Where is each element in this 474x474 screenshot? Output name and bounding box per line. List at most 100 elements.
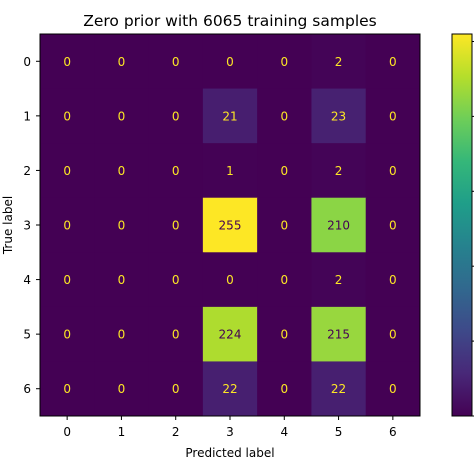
heatmap-cell — [311, 361, 367, 417]
cell-value-label: 0 — [389, 219, 397, 233]
cell-value-label: 0 — [63, 109, 71, 123]
cell-value-label: 0 — [280, 55, 288, 69]
cell-value-label: 22 — [331, 382, 346, 396]
heatmap-cell — [94, 306, 150, 362]
cell-value-label: 0 — [172, 55, 180, 69]
heatmap-cell — [257, 197, 312, 253]
heatmap-cell — [148, 252, 204, 308]
heatmap-cell — [311, 143, 367, 199]
cell-value-label: 0 — [118, 164, 126, 178]
cell-value-label: 0 — [172, 219, 180, 233]
heatmap-cell — [365, 34, 421, 90]
heatmap-cell — [311, 88, 367, 144]
cell-value-label: 0 — [118, 382, 126, 396]
cell-value-label: 0 — [389, 109, 397, 123]
cell-value-label: 0 — [280, 164, 288, 178]
heatmap-cell — [202, 143, 258, 199]
cell-value-label: 0 — [172, 382, 180, 396]
colorbar — [451, 33, 473, 417]
heatmap-cell — [257, 361, 312, 417]
heatmap-cell — [311, 252, 367, 308]
cell-value-label: 0 — [118, 328, 126, 342]
cell-value-label: 0 — [389, 55, 397, 69]
cell-value-label: 0 — [172, 109, 180, 123]
x-tick-label: 6 — [389, 425, 397, 439]
cell-value-label: 1 — [226, 164, 234, 178]
heatmap-cell — [40, 197, 95, 253]
y-tick-label: 0 — [23, 55, 31, 69]
cell-value-label: 21 — [222, 109, 237, 123]
heatmap-cell — [257, 88, 312, 144]
x-tick-label: 4 — [280, 425, 288, 439]
cell-value-label: 255 — [219, 219, 242, 233]
cell-value-label: 0 — [280, 219, 288, 233]
cell-value-label: 0 — [63, 382, 71, 396]
heatmap-cell — [257, 143, 312, 199]
cell-value-label: 0 — [389, 328, 397, 342]
heatmap-cell — [311, 197, 367, 253]
heatmap-cell — [257, 34, 312, 90]
heatmap-cell — [148, 143, 204, 199]
cell-value-label: 0 — [226, 273, 234, 287]
heatmap-cell — [202, 197, 258, 253]
cell-value-label: 22 — [222, 382, 237, 396]
heatmap-cell — [202, 252, 258, 308]
heatmap-cell — [311, 306, 367, 362]
cell-value-label: 0 — [280, 109, 288, 123]
heatmap-cell — [365, 252, 421, 308]
x-tick-label: 1 — [118, 425, 126, 439]
heatmap-cell — [202, 88, 258, 144]
chart-title: Zero prior with 6065 training samples — [83, 12, 377, 30]
cell-value-label: 0 — [280, 273, 288, 287]
y-axis-label: True label — [1, 196, 15, 255]
y-tick-label: 4 — [23, 273, 31, 287]
heatmap-cell — [365, 88, 421, 144]
heatmap-cell — [94, 361, 150, 417]
heatmap-cell — [40, 143, 95, 199]
heatmap-cell — [148, 197, 204, 253]
heatmap-cell — [148, 88, 204, 144]
cell-value-label: 0 — [118, 273, 126, 287]
heatmap-cell — [202, 361, 258, 417]
heatmap-cell — [94, 88, 150, 144]
heatmap-cell — [257, 306, 312, 362]
x-tick-label: 5 — [335, 425, 343, 439]
cell-value-label: 23 — [331, 109, 346, 123]
cell-value-label: 0 — [63, 328, 71, 342]
heatmap-cell — [311, 34, 367, 90]
cell-value-label: 2 — [335, 273, 343, 287]
cell-value-label: 0 — [389, 164, 397, 178]
y-axis-ticks: 0 1 2 3 4 5 6 — [23, 55, 40, 396]
heatmap-cell — [94, 34, 150, 90]
heatmap-cell — [365, 361, 421, 417]
cell-value-label: 0 — [63, 55, 71, 69]
heatmap-cell-labels: 0 0 0 0 0 2 00 0 0 21 0 23 00 0 0 1 0 2 00 0 0 255 0 210 00 0 0 0 0 2… — [63, 55, 396, 396]
heatmap-cell — [257, 252, 312, 308]
cell-value-label: 0 — [280, 328, 288, 342]
cell-value-label: 0 — [118, 219, 126, 233]
heatmap-cell — [40, 34, 95, 90]
y-tick-label: 1 — [23, 109, 31, 123]
y-tick-label: 6 — [23, 382, 31, 396]
cell-value-label: 0 — [172, 273, 180, 287]
cell-value-label: 0 — [63, 273, 71, 287]
heatmap-cell — [202, 306, 258, 362]
cell-value-label: 2 — [335, 55, 343, 69]
y-tick-label: 3 — [23, 219, 31, 233]
cell-value-label: 0 — [226, 55, 234, 69]
heatmap-cells — [40, 34, 421, 417]
cell-value-label: 210 — [327, 219, 350, 233]
heatmap-cell — [365, 197, 421, 253]
heatmap-cell — [148, 34, 204, 90]
cell-value-label: 0 — [172, 328, 180, 342]
cell-value-label: 0 — [172, 164, 180, 178]
y-tick-label: 2 — [23, 164, 31, 178]
x-axis-label: Predicted label — [185, 446, 274, 460]
heatmap-cell — [40, 252, 95, 308]
cell-value-label: 0 — [389, 273, 397, 287]
cell-value-label: 0 — [63, 219, 71, 233]
x-axis-ticks: 0 1 2 3 4 5 6 — [63, 416, 397, 439]
heatmap-cell — [40, 88, 95, 144]
heatmap-cell — [94, 143, 150, 199]
